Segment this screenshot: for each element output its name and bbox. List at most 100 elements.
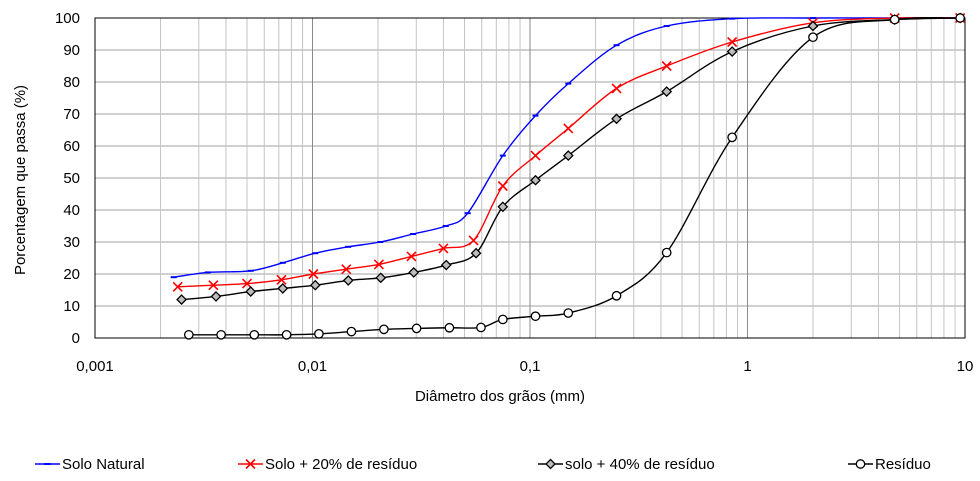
data-point <box>727 132 737 143</box>
data-point <box>172 281 183 292</box>
x-tick-label: 1 <box>743 358 751 375</box>
data-point <box>249 329 260 340</box>
data-point <box>611 83 622 94</box>
y-tick-label: 30 <box>63 234 80 251</box>
data-point <box>245 286 257 298</box>
data-point <box>308 268 319 280</box>
grid-lines <box>94 17 965 339</box>
data-point <box>342 274 354 286</box>
data-point <box>889 14 900 25</box>
data-point <box>216 329 226 340</box>
data-point <box>563 308 574 318</box>
legend-marker <box>855 459 866 469</box>
data-point <box>661 247 672 258</box>
plot-area-frame <box>94 17 966 339</box>
data-point <box>563 123 574 134</box>
x-axis-label: Diâmetro dos grãos (mm) <box>415 388 585 405</box>
data-point-stroke <box>208 280 219 291</box>
data-point <box>440 259 452 271</box>
data-point <box>277 282 289 294</box>
data-point-stroke <box>241 278 253 289</box>
data-point <box>438 243 449 254</box>
data-point-stroke <box>172 281 183 292</box>
legend-label: Solo + 20% de resíduo <box>265 456 417 473</box>
data-point-stroke <box>563 123 574 134</box>
data-point-stroke <box>341 264 352 275</box>
y-tick-label: 80 <box>63 74 80 91</box>
data-point-stroke <box>727 36 738 48</box>
data-point <box>562 150 574 162</box>
data-point-stroke <box>530 150 541 161</box>
data-point-stroke <box>661 60 672 72</box>
y-tick-label: 40 <box>63 202 80 219</box>
data-point <box>611 113 622 125</box>
data-point <box>611 290 622 301</box>
data-point <box>476 322 486 333</box>
data-point <box>808 32 818 43</box>
data-point <box>210 290 222 302</box>
y-tick-label: 0 <box>72 330 80 347</box>
data-point <box>727 36 738 48</box>
legend-label: Resíduo <box>875 456 931 473</box>
data-point-stroke <box>406 251 417 262</box>
data-point <box>241 278 253 289</box>
data-point <box>176 294 187 306</box>
legend: Solo Natural Solo + 20% de resíduo solo + … <box>35 456 931 473</box>
series-layer <box>170 12 966 340</box>
series-solo-20-de-res-duo <box>172 12 966 292</box>
data-point-stroke <box>373 259 384 270</box>
data-point <box>497 180 508 192</box>
legend-marker <box>545 458 556 470</box>
y-tick-label: 60 <box>63 138 80 155</box>
data-point <box>530 311 541 322</box>
legend-label: solo + 40% de resíduo <box>565 456 715 473</box>
x-tick-label: 0,001 <box>76 358 114 375</box>
x-tick-label: 0,01 <box>298 358 327 375</box>
y-tick-label: 20 <box>63 266 80 283</box>
data-point <box>807 20 819 32</box>
data-point <box>726 46 738 58</box>
series-solo-40-de-res-duo <box>176 12 966 306</box>
data-point <box>411 323 422 334</box>
data-point <box>661 60 672 72</box>
data-point <box>375 272 387 284</box>
y-axis-label: Porcentagem que passa (%) <box>12 85 29 275</box>
legend-item: Solo + 20% de resíduo <box>238 456 417 473</box>
data-point <box>497 314 508 325</box>
data-point <box>406 251 417 262</box>
series-res-duo <box>183 13 966 340</box>
x-tick-label: 10 <box>957 358 974 375</box>
data-point-stroke <box>468 235 479 246</box>
y-tick-label: 100 <box>55 10 80 27</box>
data-point <box>341 264 352 275</box>
y-tick-label: 10 <box>63 298 80 315</box>
data-point <box>373 259 384 270</box>
data-point <box>183 329 194 340</box>
series-solo-natural <box>170 17 964 279</box>
legend-label: Solo Natural <box>62 456 145 473</box>
data-point-stroke <box>308 268 319 280</box>
series-line <box>188 17 961 336</box>
data-point <box>208 280 219 291</box>
data-point <box>530 174 541 186</box>
data-point-stroke <box>276 274 287 285</box>
data-point <box>955 13 966 23</box>
y-tick-label: 70 <box>63 106 80 123</box>
legend-marker-stroke <box>245 458 256 470</box>
data-point <box>497 201 509 213</box>
data-point <box>314 328 324 339</box>
data-point <box>276 274 287 285</box>
x-tick-label: 0,1 <box>520 358 541 375</box>
data-point <box>309 279 321 291</box>
series-line <box>181 17 961 301</box>
legend-item: solo + 40% de resíduo <box>538 456 715 473</box>
tick-labels: 0 10 20 30 40 50 60 70 80 90 100 0,001 0,01 0,1 1 10 <box>55 10 973 375</box>
data-point-stroke <box>497 180 508 192</box>
y-tick-label: 90 <box>63 42 80 59</box>
data-point <box>468 235 479 246</box>
data-point-stroke <box>438 243 449 254</box>
data-point-stroke <box>611 83 622 94</box>
data-point <box>444 322 455 333</box>
legend-item: Solo Natural <box>35 456 145 473</box>
